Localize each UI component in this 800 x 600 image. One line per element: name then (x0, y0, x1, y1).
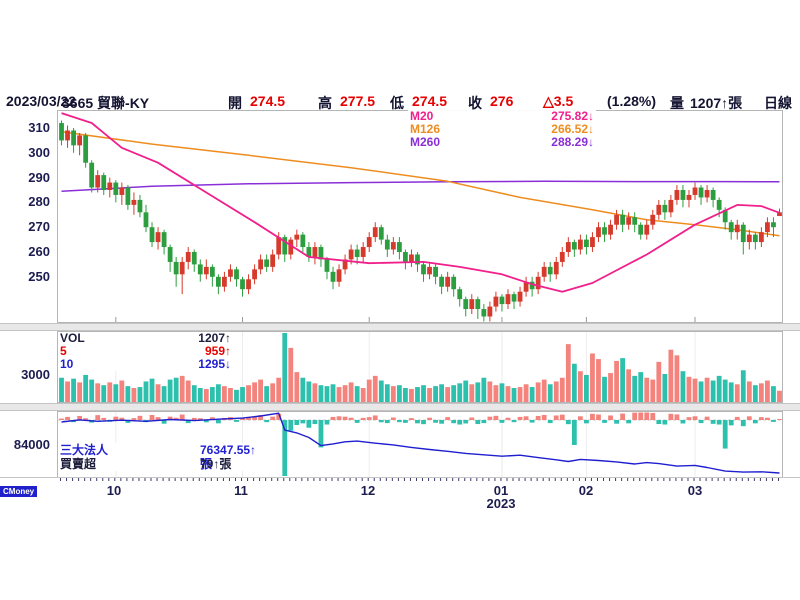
pane-divider (0, 403, 800, 411)
low-value: 274.5 (412, 93, 448, 109)
ma260-label: M260 (410, 135, 441, 149)
price-axis-tick: 310 (28, 120, 50, 135)
price-axis-tick: 300 (28, 145, 50, 160)
institutional-legend: 三大法人 76347.55↑張 買賣超 79↑張 (58, 443, 266, 471)
vol-ma5-value: 959↑ (204, 344, 231, 358)
date-axis-line (0, 477, 800, 478)
pane-divider (0, 323, 800, 331)
price-axis-tick: 290 (28, 170, 50, 185)
high-value: 277.5 (340, 93, 376, 109)
month-label: 12 (360, 483, 376, 498)
month-label: 02 (578, 483, 594, 498)
stock-name: 3665 貿聯-KY (62, 95, 150, 111)
period-label: 日線 (764, 95, 792, 111)
net-buy-value: 79↑張 (200, 457, 232, 471)
volume-legend: VOL 1207↑ 5 959↑ 10 1295↓ (58, 332, 233, 371)
vol-ma10-value: 1295↓ (198, 357, 231, 371)
ma126-label: M126 (410, 122, 441, 136)
vol-ma10-label: 10 (60, 357, 74, 371)
volume-pane-canvas[interactable] (58, 332, 782, 402)
volume-label: 量 (670, 95, 684, 111)
institutional-label: 三大法人 (60, 443, 109, 457)
low-label: 低 (390, 95, 404, 111)
date-axis-ticks (60, 478, 779, 481)
vol-value: 1207↑ (198, 331, 231, 345)
close-label: 收 (468, 95, 482, 111)
month-label: 11 (234, 483, 248, 498)
high-label: 高 (318, 95, 332, 111)
close-value: 276 (490, 93, 514, 109)
price-pane-canvas[interactable] (58, 111, 782, 322)
quote-date: 2023/03/22 (6, 93, 77, 109)
open-label: 開 (228, 95, 242, 111)
month-label: 01 (493, 483, 509, 498)
year-label: 2023 (486, 496, 516, 511)
month-label: 10 (106, 483, 122, 498)
price-axis-tick: 260 (28, 244, 50, 259)
net-buy-label: 買賣超 (60, 457, 97, 471)
ma20-label: M20 (410, 109, 434, 123)
ma260-value: 288.29↓ (551, 135, 594, 149)
ma126-value: 266.52↓ (551, 122, 594, 136)
ma-legend: M20 275.82↓ M126 266.52↓ M260 288.29↓ (408, 110, 596, 149)
price-axis-tick: 250 (28, 269, 50, 284)
volume-value: 1207↑張 (690, 95, 743, 111)
change-percent: (1.28%) (607, 93, 657, 109)
ma20-value: 275.82↓ (551, 109, 594, 123)
cmoney-watermark: CMoney (0, 486, 38, 497)
price-axis-tick: 280 (28, 194, 50, 209)
month-label: 03 (687, 483, 703, 498)
volume-axis-tick: 3000 (21, 367, 50, 382)
chip-axis-tick: 84000 (13, 437, 50, 452)
price-axis-tick: 270 (28, 219, 50, 234)
vol-ma5-label: 5 (60, 344, 67, 358)
vol-label: VOL (60, 331, 85, 345)
open-value: 274.5 (250, 93, 286, 109)
institutional-value: 76347.55↑張 (200, 443, 257, 471)
change-value: △3.5 (543, 93, 574, 109)
